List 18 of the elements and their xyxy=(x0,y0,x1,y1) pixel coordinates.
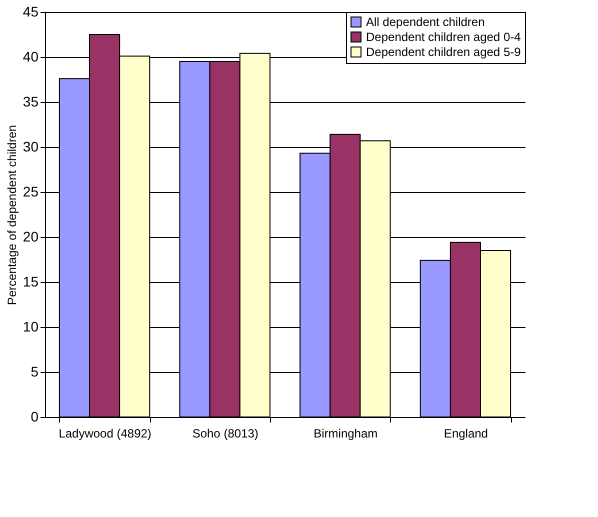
y-tick-label: 35 xyxy=(22,94,39,110)
y-tick-label: 45 xyxy=(22,4,39,20)
y-tick-label: 25 xyxy=(22,184,39,200)
y-tick-label: 15 xyxy=(22,274,39,290)
legend-label: Dependent children aged 5-9 xyxy=(366,45,522,59)
y-tick-label: 10 xyxy=(22,318,39,334)
y-tick-label: 20 xyxy=(22,228,39,244)
x-tick-label: England xyxy=(444,426,488,440)
x-tick-label: Birmingham xyxy=(314,426,378,440)
legend-label: Dependent children aged 0-4 xyxy=(366,30,522,44)
legend-label: All dependent children xyxy=(366,15,485,29)
y-tick-label: 5 xyxy=(30,364,39,380)
y-tick-label: 40 xyxy=(22,48,39,64)
y-axis-title: Percentage of dependent children xyxy=(4,124,19,306)
x-tick-label: Soho (8013) xyxy=(192,426,258,440)
x-tick-label: Ladywood (4892) xyxy=(58,426,152,440)
y-tick-label: 0 xyxy=(30,408,39,424)
y-tick-label: 30 xyxy=(22,138,39,154)
